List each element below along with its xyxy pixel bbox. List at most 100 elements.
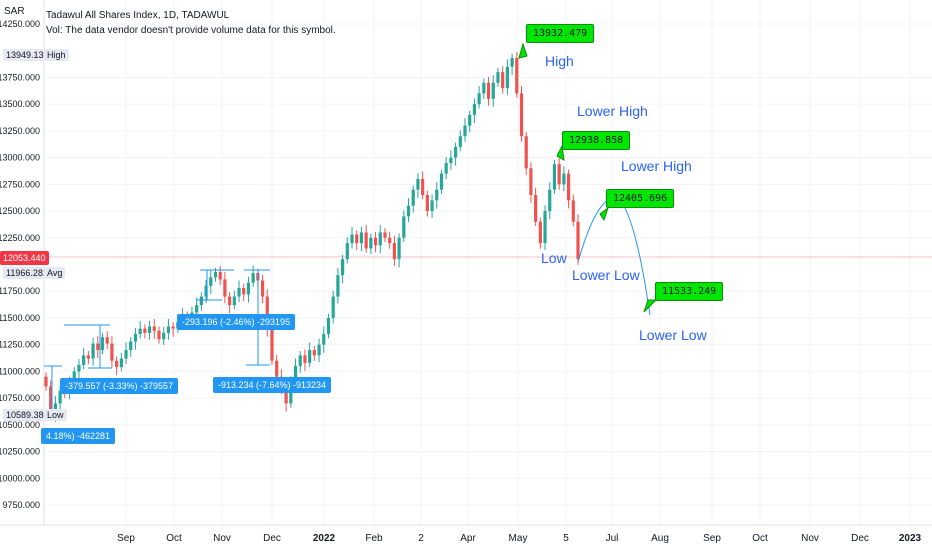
y-tick-label: 11500.000 [0,313,40,323]
candle [86,351,90,365]
x-tick-label: Sep [117,533,135,544]
candle [430,194,434,218]
candle [406,198,411,222]
candle [298,351,302,373]
annotation-lower-high-1: Lower High [577,103,648,119]
candle [322,326,326,353]
current-price-tag: 12053.440 [0,251,49,265]
candle [124,342,128,365]
candle [425,190,429,217]
candle [336,267,340,304]
callout-lower-high-2: 12405.696 [606,189,675,208]
y-tick-label: 12500.000 [0,206,40,216]
candle [463,118,467,142]
candle [496,67,500,88]
projection-arc [577,197,651,316]
x-tick-label: Dec [263,533,281,544]
x-tick-label: May [509,533,528,544]
annotation-lower-low-1: Lower Low [572,267,640,283]
y-tick-label: 13500.000 [0,99,40,109]
low-value-tag: 10589.380 [3,409,52,421]
y-tick-label: 13250.000 [0,126,40,136]
candle [482,78,486,100]
candle [152,319,156,339]
annotation-high: High [545,53,574,69]
x-tick-label: 2 [418,533,424,544]
candle [350,227,354,249]
candle [100,332,105,355]
candle [557,158,561,190]
candle [223,271,227,304]
y-tick-label: 10500.000 [0,420,40,430]
candle [468,110,472,133]
candle [449,150,453,170]
candle [232,290,236,310]
callout-lower-low: 11533.249 [655,282,724,301]
candle [571,194,575,227]
candle [162,327,166,345]
candle [524,131,528,176]
candle [105,331,109,350]
measure-label-1: -293.196 (-2.46%) -293195 [177,314,296,330]
currency-label: SAR [4,6,25,17]
candle [195,297,199,317]
candle [534,187,538,227]
candle [96,336,100,359]
candle [364,224,368,253]
candle [166,319,171,340]
candle [228,292,232,314]
candle [44,372,48,391]
candle [416,173,420,198]
avg-value-tag: 11966.281 [3,267,51,279]
measure-label-3: -913.234 (-7.64%) -913234 [213,377,332,393]
candle [138,321,142,339]
y-tick-label: 11250.000 [0,340,40,350]
candle [548,182,552,220]
candle [303,349,307,371]
x-tick-label: 5 [563,533,569,544]
candle [91,337,95,366]
low-label-tag: Low [44,409,67,421]
x-tick-label: Jul [606,533,619,544]
x-tick-label: Nov [801,533,819,544]
candle [369,233,373,255]
candle [209,269,213,295]
candle [439,169,444,194]
candle [129,337,133,357]
candle [251,265,255,287]
candle [510,53,514,75]
y-tick-label: 10000.000 [0,473,40,483]
candle [538,217,542,249]
chart-grid [44,0,932,525]
x-tick-label: Oct [752,533,768,544]
candle [331,290,335,324]
candle [110,336,114,368]
candle [421,171,425,200]
candle [543,205,547,250]
x-tick-label: 2022 [313,533,336,544]
candle [378,224,382,254]
candle [199,292,203,311]
volume-note: Vol: The data vendor doesn't provide vol… [46,25,336,36]
candle [242,283,246,302]
y-tick-label: 11750.000 [0,286,40,296]
candle [552,159,557,194]
chart-title: Tadawul All Shares Index, 1D, TADAWUL [46,10,230,21]
candle [444,157,448,180]
y-tick-label: 13750.000 [0,72,40,82]
y-tick-label: 11000.000 [0,366,40,376]
candle [77,359,81,380]
candle [529,162,533,204]
candle [260,274,265,304]
candle [157,326,161,344]
candle [133,328,138,350]
candle [143,324,147,339]
y-tick-label: 12250.000 [0,233,40,243]
x-tick-label: Dec [851,533,869,544]
candle [435,182,439,209]
candle [115,356,119,376]
measure-label-4: 4.18%) -462281 [41,428,116,444]
callout-lower-high-1: 12938.858 [562,131,631,150]
annotation-low: Low [541,250,567,266]
